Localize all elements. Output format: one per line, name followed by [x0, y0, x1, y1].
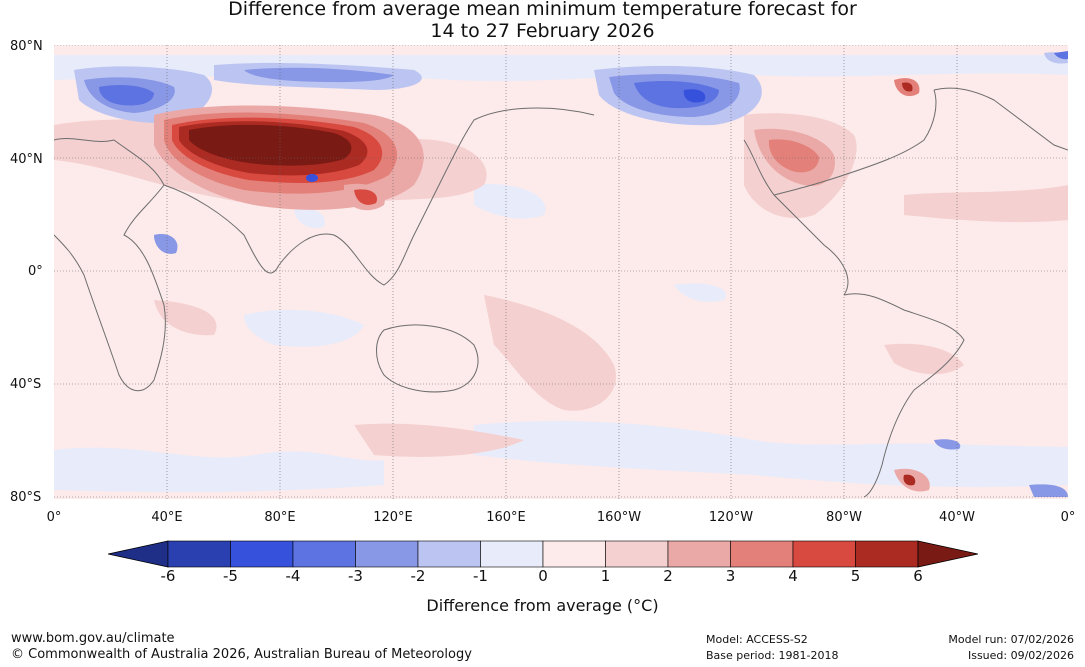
colorbar-tick-label: -3: [348, 567, 363, 585]
footer-issued: Issued: 09/02/2026: [967, 649, 1074, 662]
colorbar-tick-label: 2: [663, 567, 673, 585]
colorbar-segment: [792, 540, 856, 568]
colorbar-segment: [417, 540, 481, 568]
graticule: [54, 45, 1068, 499]
lon-label-80e: 80°E: [264, 510, 296, 525]
colorbar-tick-label: -2: [410, 567, 426, 585]
colorbar-segment: [667, 540, 731, 568]
colorbar: [108, 540, 978, 568]
colorbar-arrow-low: [108, 540, 169, 568]
lon-label-40e: 40°E: [151, 510, 183, 525]
colorbar-tick-label: -4: [285, 567, 301, 585]
strong-warm-region-asia: [154, 105, 424, 211]
colorbar-arrow-high: [917, 540, 978, 568]
lon-label-160w: 160°W: [596, 510, 642, 525]
colorbar-tick-label: 5: [850, 567, 861, 585]
strong-cool-regions: [74, 51, 1068, 497]
footer-base-period: Base period: 1981-2018: [706, 649, 839, 662]
colorbar-tick-label: 1: [600, 567, 611, 585]
colorbar-tick-label: -5: [223, 567, 238, 585]
colorbar-tick-label: 4: [788, 567, 798, 585]
colorbar-segment: [230, 540, 294, 568]
footer-website: www.bom.gov.au/climate: [11, 631, 175, 646]
lon-label-120e: 120°E: [373, 510, 413, 525]
colorbar-tick-label: -1: [473, 567, 488, 585]
lon-label-0-east: 0°: [1060, 510, 1076, 525]
colorbar-segment: [855, 540, 919, 568]
colorbar-segment: [355, 540, 419, 568]
colorbar-label: Difference from average (°C): [426, 596, 659, 615]
map-title-line-2: 14 to 27 February 2026: [430, 20, 655, 42]
colorbar-tick-label: 3: [725, 567, 736, 585]
anomaly-map: [54, 45, 1068, 499]
colorbar-segment: [542, 540, 606, 568]
warm-region-north-america: [754, 78, 930, 492]
lat-label-80s: 80°S: [10, 490, 42, 505]
lon-label-0: 0°: [46, 510, 62, 525]
lat-label-80n: 80°N: [10, 39, 43, 54]
map-title-line-1: Difference from average mean minimum tem…: [228, 0, 857, 20]
footer-model-run: Model run: 07/02/2026: [948, 633, 1074, 646]
colorbar-segment: [167, 540, 231, 568]
colorbar-segment: [605, 540, 669, 568]
colorbar-tick-label: -6: [160, 567, 176, 585]
footer-model: Model: ACCESS-S2: [706, 633, 808, 646]
colorbar-segment: [480, 540, 544, 568]
lon-label-80w: 80°W: [826, 510, 862, 525]
lat-label-equator: 0°: [28, 264, 43, 279]
lon-label-40w: 40°W: [939, 510, 975, 525]
footer-copyright: © Commonwealth of Australia 2026, Austra…: [11, 647, 472, 662]
coastlines: [54, 87, 1068, 498]
lon-label-120w: 120°W: [708, 510, 754, 525]
lat-label-40s: 40°S: [10, 377, 42, 392]
lon-label-160e: 160°E: [486, 510, 526, 525]
lat-label-40n: 40°N: [10, 152, 43, 167]
colorbar-segment: [292, 540, 356, 568]
colorbar-tick-label: 0: [538, 567, 548, 585]
colorbar-segment: [730, 540, 794, 568]
colorbar-tick-label: 6: [913, 567, 923, 585]
